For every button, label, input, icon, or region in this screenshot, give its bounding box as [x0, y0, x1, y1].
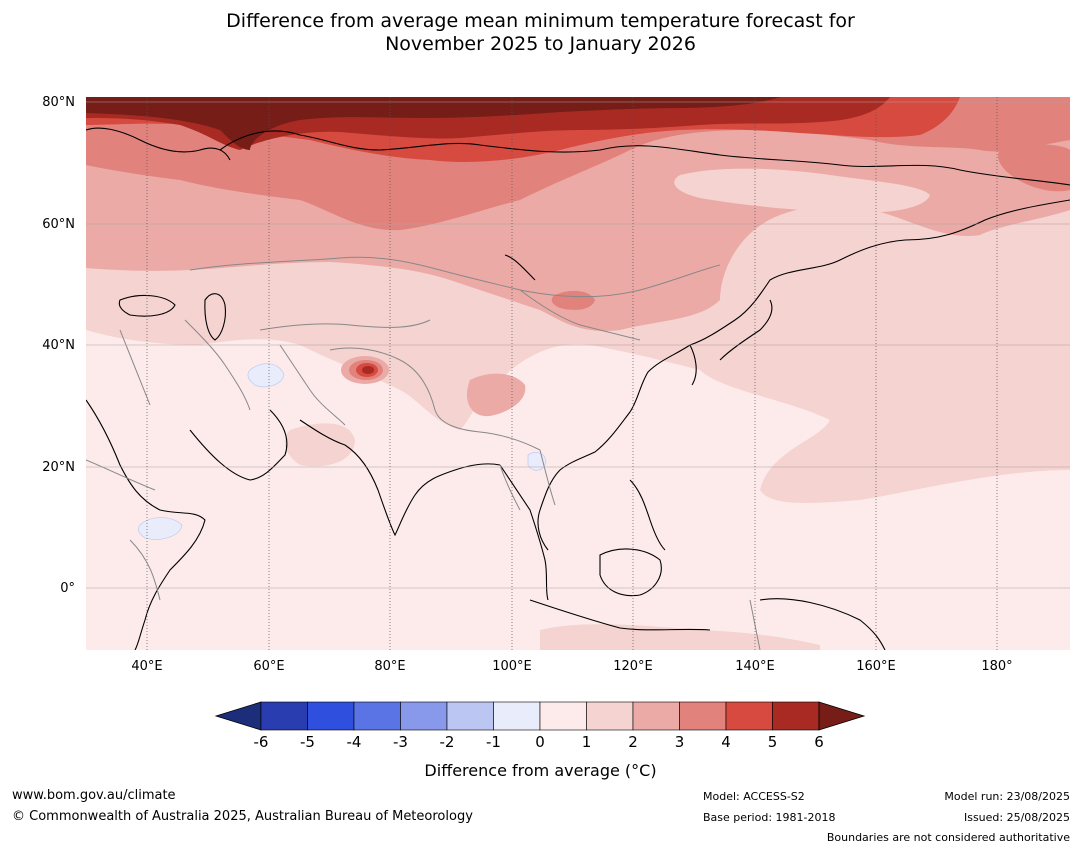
coastlines — [86, 127, 1070, 650]
coastline-lake-baikal — [504, 254, 536, 281]
footer-copyright: © Commonwealth of Australia 2025, Austra… — [12, 809, 473, 824]
lon-label-180: 180° — [981, 659, 1013, 674]
colorbar-tick: 5 — [767, 733, 778, 751]
colorbar-swatch — [353, 701, 401, 731]
lon-label-40e: 40°E — [131, 659, 163, 674]
colorbar-swatch — [539, 701, 587, 731]
lat-label-0: 0° — [60, 581, 75, 596]
colorbar-tick: -4 — [346, 733, 362, 751]
anomaly-zone-3-4-kamchatka — [997, 144, 1070, 192]
colorbar-tick: 2 — [628, 733, 638, 751]
colorbar-tick: -1 — [486, 733, 501, 751]
coastline-africa — [86, 399, 206, 650]
coastline-southeast-asia — [499, 464, 549, 601]
lon-label-160e: 160°E — [856, 659, 896, 674]
country-borders — [86, 256, 761, 650]
colorbar-extend-low — [214, 701, 262, 731]
colorbar-tick: -6 — [253, 733, 269, 751]
colorbar-tick: -2 — [439, 733, 455, 751]
colorbar-swatch — [260, 701, 308, 731]
colorbar-tick: 3 — [674, 733, 685, 751]
colorbar — [214, 701, 866, 731]
coastline-korea-japan — [689, 299, 773, 386]
colorbar-extend-high — [818, 701, 866, 731]
colorbar-swatch — [679, 701, 727, 731]
lon-label-60e: 60°E — [253, 659, 285, 674]
colorbar-tick: 0 — [535, 733, 545, 751]
colorbar-tick: 6 — [814, 733, 824, 751]
anomaly-zone-negative-iran — [247, 363, 285, 388]
anomaly-zone-1-2-arabia — [284, 423, 355, 467]
lon-label-80e: 80°E — [374, 659, 406, 674]
anomaly-zone-above-6 — [86, 97, 780, 150]
colorbar-tick: -3 — [393, 733, 408, 751]
coastline-scandinavia — [86, 127, 231, 161]
coastline-black-sea — [118, 294, 176, 317]
coastline-arabia — [189, 409, 288, 481]
colorbar-tick: -5 — [300, 733, 315, 751]
anomaly-zone-negative-ethiopia — [138, 517, 183, 540]
footer-disclaimer: Boundaries are not considered authoritat… — [826, 831, 1070, 844]
latitude-gridlines — [86, 101, 1070, 589]
colorbar-swatch — [632, 701, 680, 731]
lat-label-20n: 20°N — [42, 460, 75, 475]
anomaly-zone-1-2-indonesia — [540, 624, 820, 650]
title-line-2: November 2025 to January 2026 — [385, 33, 696, 55]
coastline-south-asia — [299, 419, 501, 537]
lon-label-120e: 120°E — [613, 659, 653, 674]
coastline-indonesia — [529, 599, 711, 631]
colorbar-tick: 4 — [721, 733, 731, 751]
lon-label-140e: 140°E — [735, 659, 775, 674]
karakoram-hotspot — [341, 356, 389, 384]
colorbar-swatch — [446, 701, 494, 731]
colorbar-swatch — [586, 701, 634, 731]
anomaly-zone-1-2-siberia — [674, 168, 930, 213]
colorbar-swatch — [307, 701, 355, 731]
anomaly-zone-2-3-tibet — [466, 373, 526, 417]
colorbar-tick: 1 — [581, 733, 592, 751]
map-area — [86, 97, 1070, 650]
footer-model: Model: ACCESS-S2 — [703, 790, 805, 803]
lon-label-100e: 100°E — [492, 659, 532, 674]
coastline-borneo — [599, 548, 662, 597]
lat-label-60n: 60°N — [42, 217, 75, 232]
lat-label-40n: 40°N — [42, 338, 75, 353]
footer-base-period: Base period: 1981-2018 — [703, 811, 836, 824]
lat-label-80n: 80°N — [42, 95, 75, 110]
colorbar-swatch — [400, 701, 448, 731]
footer-model-run: Model run: 23/08/2025 — [944, 790, 1070, 803]
coastline-caspian — [204, 293, 226, 341]
colorbar-swatch — [725, 701, 773, 731]
coastline-pacific — [537, 199, 1070, 551]
coastline-arctic — [219, 130, 1070, 186]
footer-issued: Issued: 25/08/2025 — [963, 811, 1070, 824]
coastline-philippines — [629, 479, 666, 551]
title-line-1: Difference from average mean minimum tem… — [226, 10, 855, 32]
longitude-gridlines — [146, 97, 998, 650]
footer-website-link[interactable]: www.bom.gov.au/climate — [12, 788, 176, 803]
colorbar-swatch — [493, 701, 541, 731]
colorbar-title: Difference from average (°C) — [424, 761, 657, 780]
map-title: Difference from average mean minimum tem… — [0, 10, 1081, 56]
coastline-new-guinea — [759, 598, 886, 650]
colorbar-swatch — [772, 701, 820, 731]
